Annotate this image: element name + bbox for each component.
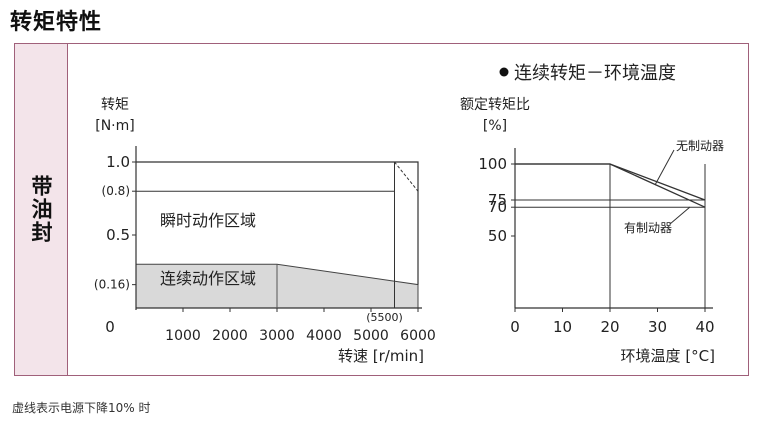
x-tick-label: 3000 xyxy=(259,328,295,344)
series-line xyxy=(515,163,706,208)
intermittent-region-boundary xyxy=(136,161,419,285)
y-axis-unit: [%] xyxy=(483,118,507,134)
x-tick-label: 0 xyxy=(510,318,520,336)
x-tick-label: 2000 xyxy=(212,328,248,344)
y-tick-label: 50 xyxy=(488,227,507,245)
y-tick-label: (0.8) xyxy=(102,184,130,198)
x-tick-label: 10 xyxy=(553,318,572,336)
y-tick-label: (0.16) xyxy=(94,278,130,292)
leader-line-no-brake xyxy=(654,149,675,186)
page-title: 转矩特性 xyxy=(10,10,103,35)
footnote: 虚线表示电源下降10% 时 xyxy=(12,401,151,415)
continuous-region-label: 连续动作区域 xyxy=(160,269,256,288)
series-label-no-brake: 无制动器 xyxy=(676,139,724,153)
y-tick-label: 75 xyxy=(488,191,507,209)
spec-panel: 带油封 xyxy=(14,43,749,376)
x-tick-label: 1000 xyxy=(165,328,201,344)
y-axis-unit: [N·m] xyxy=(95,118,134,134)
voltage-drop-dashed-line xyxy=(394,161,419,192)
y-tick-label: 70 xyxy=(488,198,507,216)
x-marker-label: (5500) xyxy=(366,311,403,324)
x-axis-label: 转速 [r/min] xyxy=(338,347,424,365)
y-tick-label: 1.0 xyxy=(106,153,130,171)
x-origin-label: 0 xyxy=(105,318,115,336)
y-axis-label: 转矩 xyxy=(101,97,129,113)
intermittent-region-label: 瞬时动作区域 xyxy=(160,211,256,230)
x-tick-label: 5000 xyxy=(353,328,389,344)
chart-title: 连续转矩－环境温度 xyxy=(514,63,676,84)
y-tick-label: 100 xyxy=(478,155,507,173)
x-axis-label: 环境温度 [°C] xyxy=(621,347,715,365)
x-tick-label: 4000 xyxy=(306,328,342,344)
x-tick-label: 30 xyxy=(648,318,667,336)
series-label-brake: 有制动器 xyxy=(624,221,672,235)
y-tick-label: 0.5 xyxy=(106,226,130,244)
side-label-cell: 带油封 xyxy=(15,44,68,375)
x-tick-label: 40 xyxy=(695,318,714,336)
x-tick-label: 6000 xyxy=(400,328,436,344)
torque-speed-chart: 1.0 (0.8) 0.5 (0.16) 0 1000 2000 3000 4000 5000 60… xyxy=(94,97,436,365)
title-bullet xyxy=(499,67,509,77)
y-axis-label: 额定转矩比 xyxy=(460,97,530,113)
x-tick-label: 20 xyxy=(600,318,619,336)
side-label: 带油封 xyxy=(29,175,53,244)
leader-line-brake xyxy=(669,206,691,225)
